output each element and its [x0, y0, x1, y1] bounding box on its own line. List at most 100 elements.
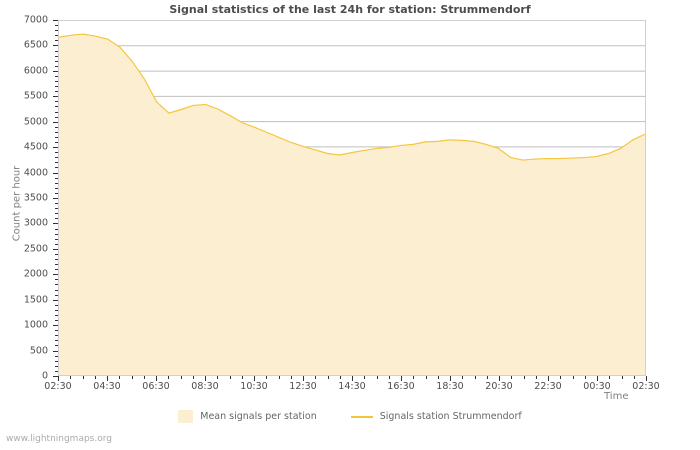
y-axis-tick-label: 6500	[23, 39, 48, 51]
y-axis-tick-mark	[53, 96, 58, 98]
y-axis-tick-mark	[53, 172, 58, 174]
x-axis-minor-tick	[462, 376, 464, 379]
y-axis-minor-tick	[55, 50, 58, 52]
x-axis-minor-tick	[278, 376, 280, 379]
y-axis: 0 500 1000 1500 2000 2500 3000 3500 4000 4500 5000…	[0, 0, 58, 400]
y-axis-minor-tick	[55, 314, 58, 316]
y-axis-tick-label: 3500	[23, 192, 48, 204]
y-axis-minor-tick	[55, 345, 58, 347]
y-axis-minor-tick	[55, 355, 58, 357]
x-axis-tick-mark	[205, 376, 206, 381]
x-axis-minor-tick	[388, 376, 390, 379]
y-axis-tick-mark	[53, 45, 58, 47]
y-axis-tick-mark	[53, 350, 58, 352]
y-axis-tick-mark	[53, 248, 58, 250]
plot-area	[58, 20, 646, 376]
x-axis-tick-mark	[597, 376, 598, 381]
x-axis-title: Time	[604, 391, 629, 402]
x-axis-tick-label: 02:30	[632, 381, 660, 392]
x-axis-minor-tick	[94, 376, 96, 379]
x-axis-tick-label: 20:30	[485, 381, 513, 392]
x-axis-minor-tick	[192, 376, 194, 379]
y-axis-minor-tick	[55, 116, 58, 118]
y-axis-minor-tick	[55, 304, 58, 306]
x-axis-tick-mark	[450, 376, 451, 381]
x-axis-tick-label: 00:30	[583, 381, 611, 392]
y-axis-minor-tick	[55, 75, 58, 77]
x-axis-tick-mark	[548, 376, 549, 381]
y-axis-minor-tick	[55, 213, 58, 215]
y-axis-tick-label: 2500	[23, 243, 48, 255]
y-axis-tick-mark	[53, 325, 58, 327]
y-axis-tick-mark	[53, 20, 58, 21]
chart-plot-svg	[59, 33, 645, 375]
x-axis-tick-label: 06:30	[142, 381, 170, 392]
x-axis-minor-tick	[609, 376, 611, 379]
y-axis-tick-label: 3000	[23, 217, 48, 229]
y-axis-minor-tick	[55, 335, 58, 337]
y-axis-minor-tick	[55, 106, 58, 108]
chart-title: Signal statistics of the last 24h for st…	[169, 3, 531, 16]
y-axis-tick-mark	[53, 223, 58, 225]
watermark: www.lightningmaps.org	[6, 434, 112, 444]
y-axis-minor-tick	[55, 269, 58, 271]
y-axis-minor-tick	[55, 370, 58, 372]
y-axis-tick-label: 5500	[23, 90, 48, 102]
x-axis-minor-tick	[474, 376, 476, 379]
y-axis-minor-tick	[55, 101, 58, 103]
y-axis-minor-tick	[55, 86, 58, 88]
y-axis-minor-tick	[55, 320, 58, 322]
x-axis-minor-tick	[180, 376, 182, 379]
x-axis-tick-mark	[646, 376, 647, 381]
x-axis-tick-mark	[156, 376, 157, 381]
y-axis-minor-tick	[55, 177, 58, 179]
x-axis-tick-label: 14:30	[338, 381, 366, 392]
y-axis-tick-mark	[53, 70, 58, 72]
y-axis-minor-tick	[55, 131, 58, 133]
y-axis-minor-tick	[55, 167, 58, 169]
y-axis-minor-tick	[55, 55, 58, 57]
x-axis-minor-tick	[376, 376, 378, 379]
y-axis-minor-tick	[55, 208, 58, 210]
y-axis-tick-label: 2000	[23, 268, 48, 280]
y-axis-tick-label: 5000	[23, 116, 48, 128]
x-axis-minor-tick	[131, 376, 133, 379]
y-axis-minor-tick	[55, 340, 58, 342]
y-axis-minor-tick	[55, 142, 58, 144]
x-axis-minor-tick	[339, 376, 341, 379]
x-axis-tick-label: 10:30	[240, 381, 268, 392]
x-axis-minor-tick	[119, 376, 121, 379]
x-axis-minor-tick	[217, 376, 219, 379]
y-axis-tick-mark	[53, 299, 58, 301]
y-axis-minor-tick	[55, 182, 58, 184]
x-axis-tick-label: 08:30	[191, 381, 219, 392]
y-axis-minor-tick	[55, 264, 58, 266]
y-axis-minor-tick	[55, 279, 58, 281]
legend-label-station-signals: Signals station Strummendorf	[379, 411, 522, 422]
x-axis-minor-tick	[229, 376, 231, 379]
legend-item-station-signals: Signals station Strummendorf	[350, 411, 522, 422]
x-axis-minor-tick	[327, 376, 329, 379]
y-axis-minor-tick	[55, 187, 58, 189]
x-axis-tick-mark	[352, 376, 353, 381]
y-axis-minor-tick	[55, 253, 58, 255]
x-axis-minor-tick	[572, 376, 574, 379]
x-axis-tick-label: 02:30	[44, 381, 72, 392]
y-axis-tick-label: 500	[29, 345, 48, 357]
y-axis-minor-tick	[55, 25, 58, 27]
y-axis-minor-tick	[55, 360, 58, 362]
x-axis-tick-mark	[499, 376, 500, 381]
y-axis-minor-tick	[55, 289, 58, 291]
y-axis-minor-tick	[55, 365, 58, 367]
x-axis-tick-mark	[107, 376, 108, 381]
y-axis-minor-tick	[55, 309, 58, 311]
x-axis-tick-label: 22:30	[534, 381, 562, 392]
x-axis-minor-tick	[315, 376, 317, 379]
x-axis-tick-mark	[303, 376, 304, 381]
y-axis-tick-label: 4500	[23, 141, 48, 153]
legend-area-swatch-icon	[178, 410, 194, 423]
y-axis-minor-tick	[55, 162, 58, 164]
y-axis-tick-label: 0	[41, 370, 48, 382]
y-axis-tick-mark	[53, 274, 58, 276]
